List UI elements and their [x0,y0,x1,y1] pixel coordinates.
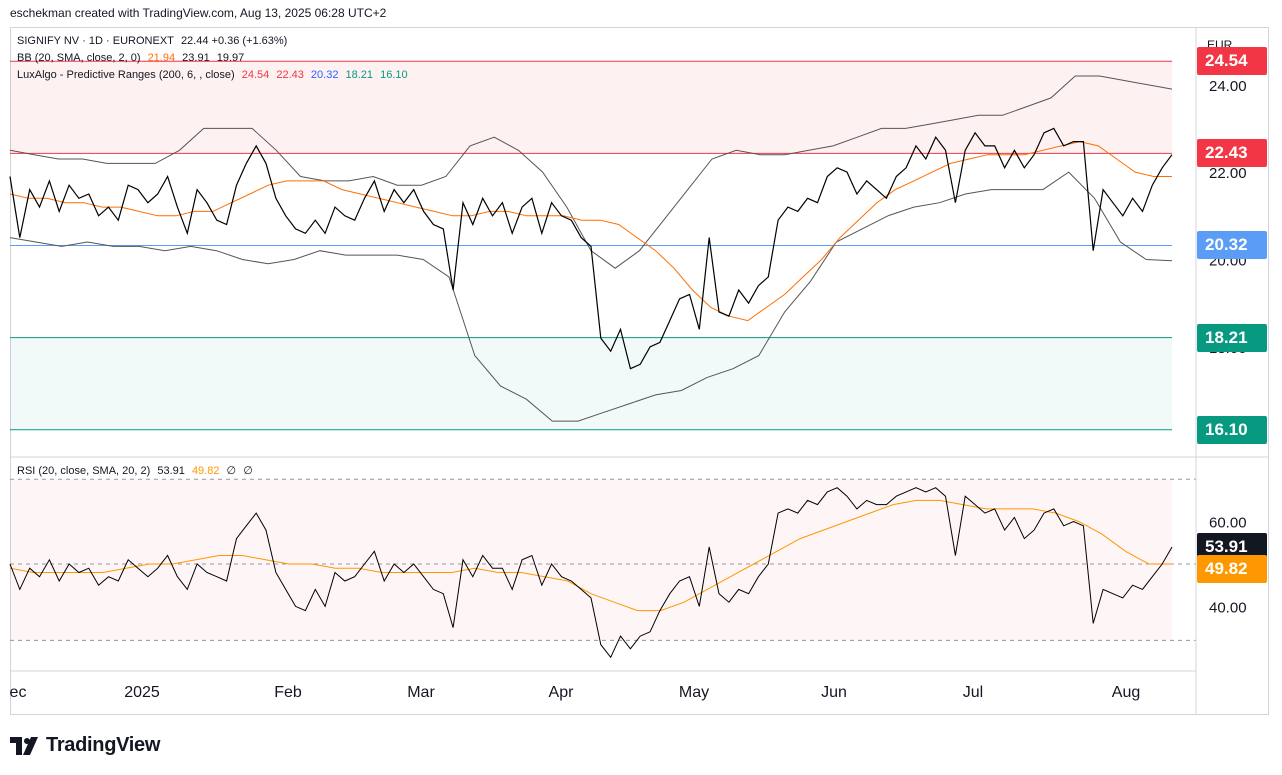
time-tick-label: ec [10,684,27,701]
chart-attribution: eschekman created with TradingView.com, … [10,6,387,20]
support-1-badge: 18.21 [1197,323,1267,352]
time-tick-label: Mar [407,684,435,701]
time-tick-label: Aug [1112,684,1140,701]
average-badge: 20.32 [1197,231,1267,260]
price-tick-label: 22.00 [1209,165,1247,182]
legend-symbol: SIGNIFY NV · 1D · EURONEXT [17,35,174,47]
chart-frame [10,27,1269,715]
resistance-1-badge: 22.43 [1197,139,1267,168]
legend-bb-lower: 19.97 [216,52,245,64]
time-tick-label: Jun [821,684,847,701]
legend-lux-r2: 24.54 [241,69,270,81]
legend-rsi-value: 53.91 [157,465,185,477]
legend-lux-s1: 18.21 [345,69,374,81]
resistance-2-badge: 24.54 [1197,47,1267,76]
rsi-band-background [10,479,1172,641]
legend-bb-label: BB (20, SMA, close, 2, 0) [17,52,141,64]
rsi-tick-label: 40.00 [1209,599,1247,616]
support-2-badge: 16.10 [1197,415,1267,444]
legend-lux-r1: 22.43 [276,69,304,81]
price-tick-label: 24.00 [1209,78,1247,95]
legend-bb-basis: 21.94 [147,52,176,64]
legend: SIGNIFY NV · 1D · EURONEXT 22.44 +0.36 (… [17,33,412,84]
time-tick-label: Apr [549,684,575,701]
legend-rsi-extra-1: ∅ [226,465,237,477]
tradingview-logo[interactable]: TradingView [10,734,160,757]
rsi-ma-badge: 49.82 [1197,554,1267,583]
price-line [9,127,1173,370]
time-tick-label: 2025 [124,684,160,701]
legend-lux-avg: 20.32 [310,69,339,81]
rsi-tick-label: 60.00 [1209,515,1247,532]
legend-rsi-extra-2: ∅ [243,465,253,477]
rsi-axis[interactable]: 60.00 40.00 [1209,515,1247,617]
legend-bb-upper: 23.91 [182,52,210,64]
support-zone [10,337,1172,430]
legend-lux-row[interactable]: LuxAlgo - Predictive Ranges (200, 6, , c… [17,67,412,84]
legend-main-row[interactable]: SIGNIFY NV · 1D · EURONEXT 22.44 +0.36 (… [17,33,412,50]
legend-rsi-ma: 49.82 [191,465,220,477]
bb-lower-band-line [9,171,1173,422]
time-axis[interactable]: ec 2025 Feb Mar Apr May Jun Jul Aug [10,684,1141,701]
time-tick-label: May [679,684,709,701]
tradingview-logo-icon [10,736,38,755]
rsi-legend[interactable]: RSI (20, close, SMA, 20, 2) 53.91 49.82 … [17,463,257,480]
legend-lux-label: LuxAlgo - Predictive Ranges (200, 6, , c… [17,69,235,81]
time-tick-label: Feb [274,684,302,701]
tradingview-wordmark: TradingView [46,734,161,756]
legend-bb-row[interactable]: BB (20, SMA, close, 2, 0) 21.94 23.91 19… [17,50,412,67]
legend-main-values: 22.44 +0.36 (+1.63%) [180,35,288,47]
rsi-line [9,487,1173,659]
legend-rsi-label: RSI (20, close, SMA, 20, 2) [17,465,151,477]
bb-basis-line [9,141,1172,322]
time-tick-label: Jul [963,684,983,701]
legend-lux-s2: 16.10 [380,69,408,81]
